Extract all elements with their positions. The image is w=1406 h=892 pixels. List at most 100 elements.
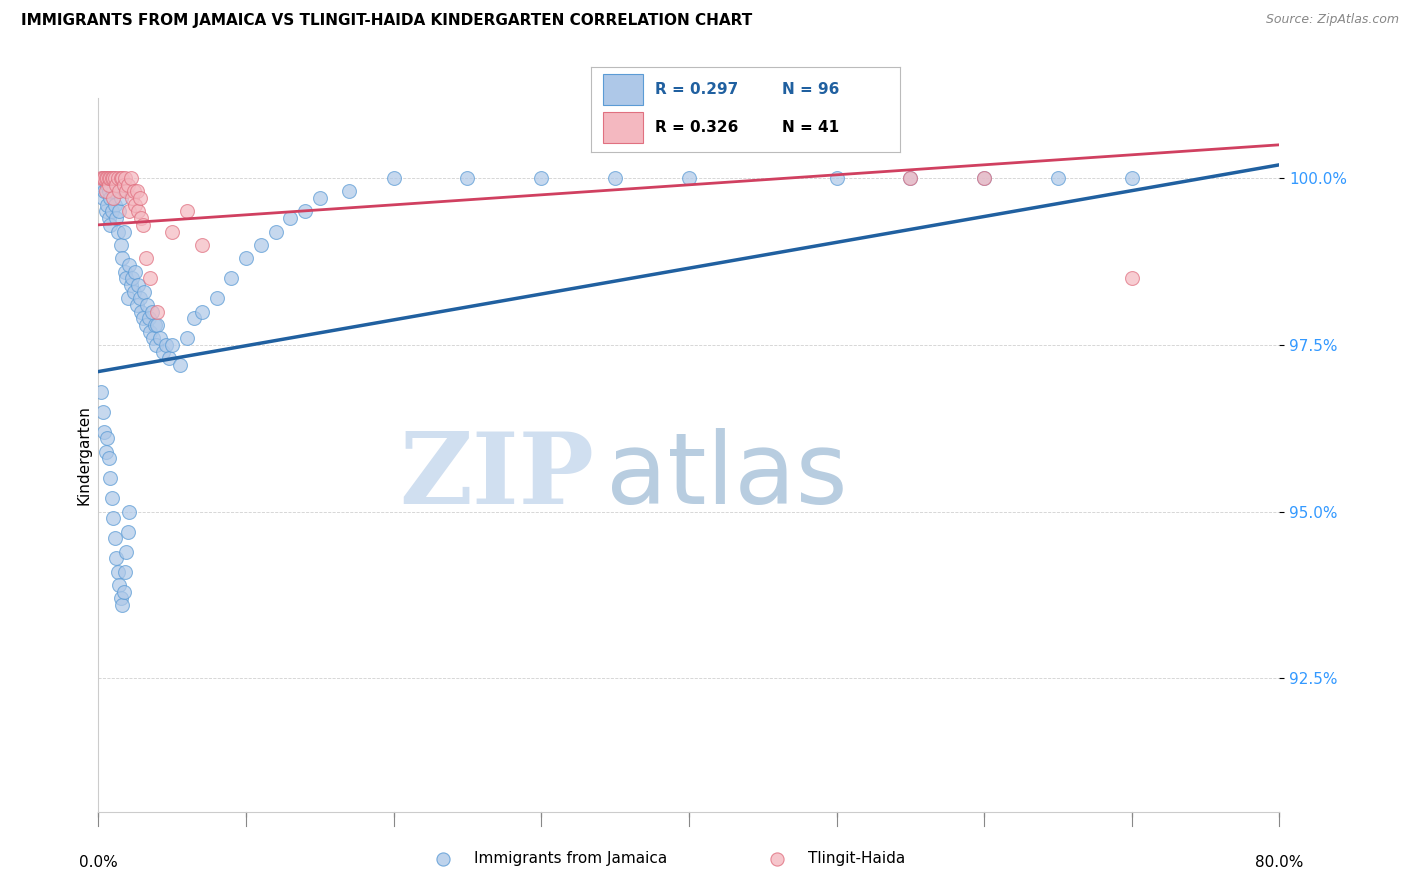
Point: [104, 531, 127, 545]
Text: atlas: atlas: [606, 428, 848, 524]
Text: 0.0%: 0.0%: [79, 855, 118, 870]
Point: [103, 511, 125, 525]
Point: [605, 171, 627, 186]
Point: [135, 318, 157, 332]
Point: [98, 171, 121, 186]
Text: IMMIGRANTS FROM JAMAICA VS TLINGIT-HAIDA KINDERGARTEN CORRELATION CHART: IMMIGRANTS FROM JAMAICA VS TLINGIT-HAIDA…: [21, 13, 752, 29]
Point: [104, 171, 127, 186]
Point: [136, 298, 159, 312]
Point: [432, 851, 454, 865]
Point: [127, 277, 149, 292]
Point: [155, 338, 177, 352]
Point: [141, 304, 163, 318]
Point: [117, 291, 139, 305]
Point: [219, 271, 243, 285]
Point: [456, 171, 478, 186]
Point: [110, 171, 132, 186]
Point: [115, 185, 138, 199]
Point: [115, 271, 138, 285]
Point: [145, 338, 167, 352]
Point: [108, 185, 131, 199]
Point: [132, 218, 155, 232]
Point: [94, 171, 117, 186]
Point: [162, 225, 183, 239]
Point: [108, 204, 131, 219]
Point: [139, 325, 162, 339]
Point: [162, 338, 183, 352]
Point: [122, 185, 145, 199]
Point: [103, 185, 125, 199]
Point: [176, 204, 198, 219]
Point: [98, 218, 121, 232]
Point: [152, 344, 174, 359]
Point: [117, 524, 139, 539]
Point: [264, 225, 287, 239]
Point: [114, 171, 136, 186]
Point: [382, 171, 405, 186]
Point: [90, 171, 112, 186]
Point: [135, 251, 157, 265]
Point: [94, 444, 117, 458]
Point: [149, 331, 172, 345]
Point: [125, 298, 148, 312]
Point: [114, 565, 136, 579]
Point: [900, 171, 922, 186]
Point: [143, 318, 166, 332]
Point: [94, 185, 117, 199]
Point: [973, 171, 995, 186]
Point: [105, 211, 128, 226]
Point: [235, 251, 257, 265]
Point: [973, 171, 995, 186]
Point: [117, 178, 139, 192]
Point: [118, 204, 141, 219]
Point: [91, 191, 114, 205]
Point: [309, 191, 332, 205]
Point: [100, 204, 122, 219]
Y-axis label: Kindergarten: Kindergarten: [76, 405, 91, 505]
Point: [90, 384, 112, 399]
Point: [97, 178, 120, 192]
Point: [176, 331, 198, 345]
Text: 80.0%: 80.0%: [1256, 855, 1303, 870]
Point: [110, 591, 132, 606]
Point: [183, 311, 205, 326]
Point: [96, 431, 118, 445]
Point: [103, 171, 125, 186]
Point: [1121, 171, 1143, 186]
Point: [100, 491, 122, 506]
Point: [98, 471, 121, 485]
Point: [1046, 171, 1069, 186]
Point: [98, 191, 121, 205]
Point: [900, 171, 922, 186]
Point: [678, 171, 700, 186]
Point: [105, 551, 128, 566]
Point: [93, 171, 115, 186]
FancyBboxPatch shape: [603, 112, 643, 143]
Point: [118, 258, 141, 272]
Point: [121, 191, 143, 205]
Point: [111, 598, 134, 612]
Point: [111, 171, 134, 186]
Point: [142, 331, 165, 345]
Point: [115, 544, 138, 558]
Text: Tlingit-Haida: Tlingit-Haida: [808, 851, 905, 866]
Text: N = 41: N = 41: [782, 120, 839, 135]
Text: Source: ZipAtlas.com: Source: ZipAtlas.com: [1265, 13, 1399, 27]
Point: [112, 584, 135, 599]
Point: [112, 225, 135, 239]
Point: [97, 211, 120, 226]
Point: [191, 304, 214, 318]
Point: [139, 271, 162, 285]
Point: [134, 285, 156, 299]
Point: [97, 451, 120, 466]
Point: [118, 505, 141, 519]
Point: [120, 171, 142, 186]
Point: [97, 171, 120, 186]
Point: [93, 425, 115, 439]
Point: [110, 237, 132, 252]
Point: [97, 185, 120, 199]
Point: [124, 264, 146, 278]
Point: [138, 311, 160, 326]
Point: [93, 185, 115, 199]
Text: N = 96: N = 96: [782, 82, 839, 97]
